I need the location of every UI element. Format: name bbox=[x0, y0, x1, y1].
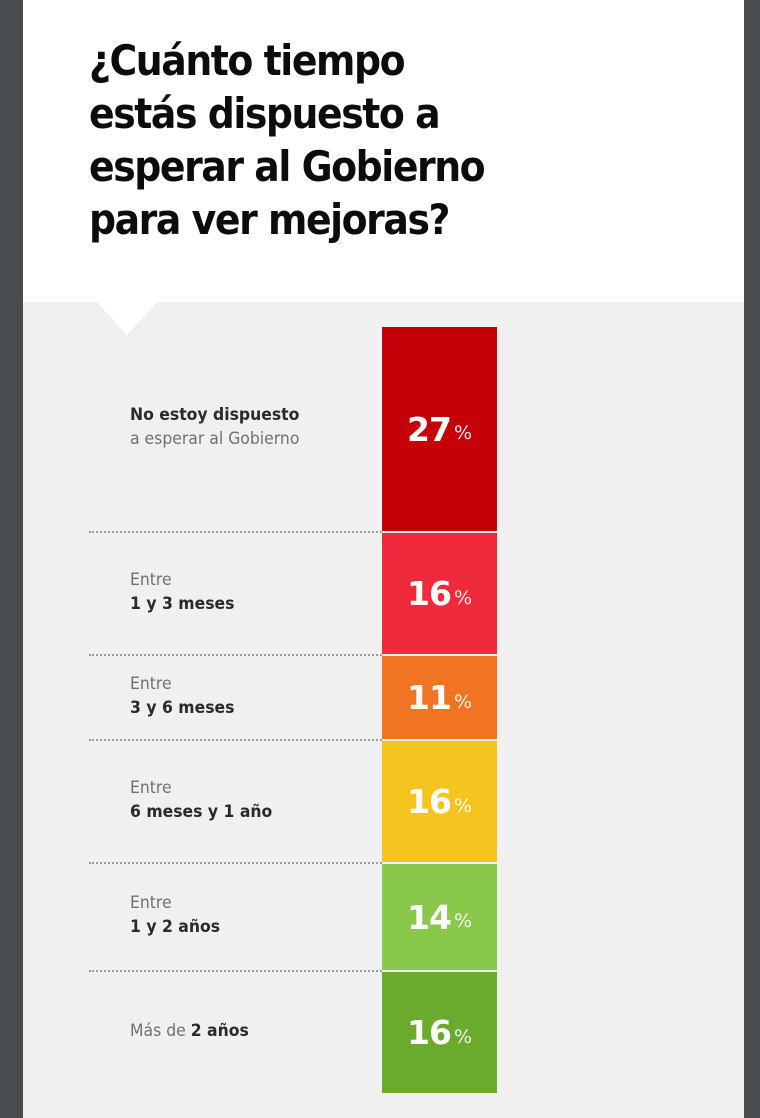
category-label-part: 1 y 3 meses bbox=[130, 593, 235, 614]
category-label: Entre 3 y 6 meses bbox=[130, 672, 360, 720]
chart-title: ¿Cuánto tiempo estás dispuesto a esperar… bbox=[89, 34, 593, 246]
bar-segment: 16% bbox=[382, 972, 497, 1093]
category-label-part: 3 y 6 meses bbox=[130, 697, 235, 718]
category-label: No estoy dispuesto a esperar al Gobierno bbox=[130, 403, 360, 451]
category-label: Entre 6 meses y 1 año bbox=[130, 776, 360, 824]
percent-sign: % bbox=[453, 794, 472, 817]
category-label-part: Entre bbox=[130, 569, 172, 590]
title-line: esperar al Gobierno bbox=[89, 142, 486, 191]
category-label-part: 6 meses y 1 año bbox=[130, 801, 273, 822]
category-label-part: No estoy dispuesto bbox=[130, 405, 300, 425]
category-label: Más de 2 años bbox=[130, 1019, 360, 1043]
category-label-part: Entre bbox=[130, 893, 172, 913]
percent-sign: % bbox=[453, 910, 472, 932]
header-pointer-notch bbox=[96, 301, 158, 335]
row-divider bbox=[89, 739, 382, 741]
percent-sign: % bbox=[453, 1025, 472, 1048]
data-label-value: 14 bbox=[407, 897, 452, 937]
row-divider bbox=[89, 531, 382, 533]
row-divider bbox=[89, 654, 382, 656]
row-divider bbox=[89, 862, 382, 864]
category-label: Entre 1 y 3 meses bbox=[130, 568, 360, 616]
category-label: Entre 1 y 2 años bbox=[130, 891, 360, 939]
category-label-part: 2 años bbox=[190, 1020, 249, 1041]
data-label-value: 16 bbox=[407, 782, 452, 821]
data-label-value: 27 bbox=[407, 409, 452, 449]
percent-sign: % bbox=[453, 586, 472, 609]
data-label-value: 16 bbox=[407, 574, 452, 613]
bar-segment: 27% bbox=[382, 327, 497, 531]
category-label-part: Más de bbox=[130, 1020, 191, 1041]
category-label-part: a esperar al Gobierno bbox=[130, 429, 300, 449]
data-label-value: 16 bbox=[407, 1013, 452, 1052]
title-line: para ver mejoras? bbox=[89, 195, 450, 244]
title-line: ¿Cuánto tiempo bbox=[89, 36, 406, 85]
header: ¿Cuánto tiempo estás dispuesto a esperar… bbox=[23, 0, 744, 302]
percent-sign: % bbox=[453, 690, 472, 713]
bar-segment: 16% bbox=[382, 741, 497, 862]
title-line: estás dispuesto a bbox=[89, 89, 441, 138]
data-label-value: 11 bbox=[407, 678, 452, 717]
category-label-part: Entre bbox=[130, 673, 172, 694]
category-label-part: 1 y 2 años bbox=[130, 917, 221, 937]
percent-sign: % bbox=[453, 422, 472, 444]
bar-segment: 16% bbox=[382, 533, 497, 654]
infographic-panel: ¿Cuánto tiempo estás dispuesto a esperar… bbox=[23, 0, 744, 1118]
bar-segment: 14% bbox=[382, 864, 497, 970]
row-divider bbox=[89, 970, 382, 972]
category-label-part: Entre bbox=[130, 777, 172, 798]
bar-segment: 11% bbox=[382, 656, 497, 739]
